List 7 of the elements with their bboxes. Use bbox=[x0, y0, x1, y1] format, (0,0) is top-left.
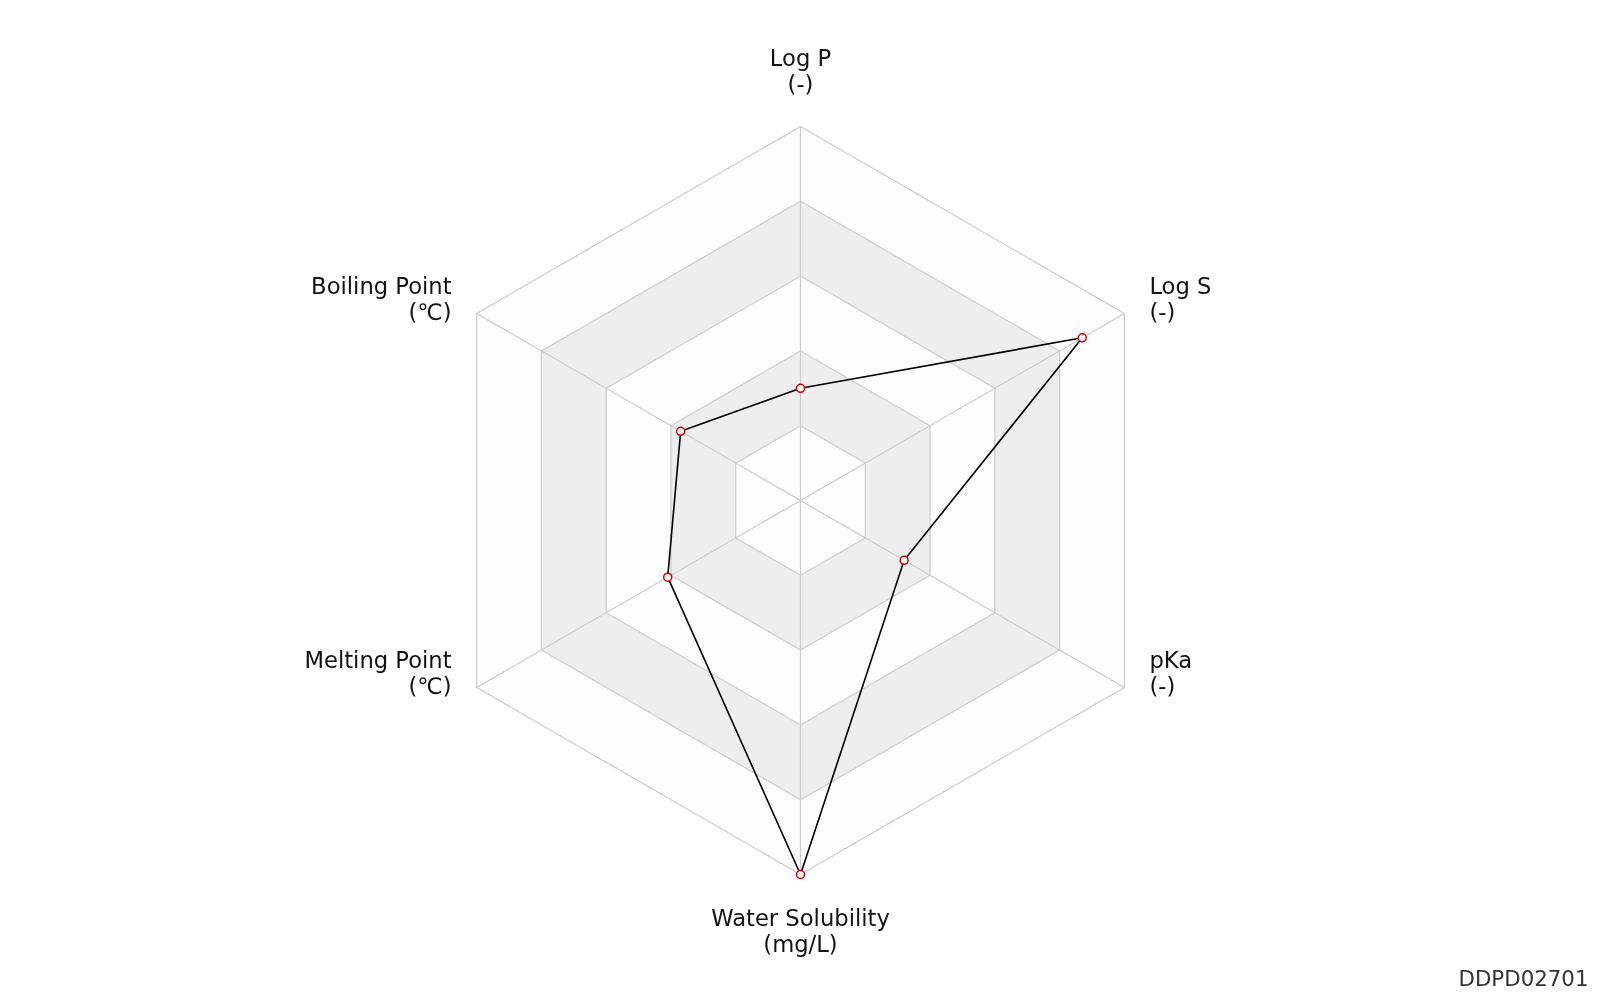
spoke-label: Log S (-) bbox=[1149, 272, 1212, 325]
spoke-label: Melting Point (℃) bbox=[304, 646, 452, 699]
spoke-label: pKa (-) bbox=[1149, 646, 1193, 699]
spoke-label: Boiling Point (℃) bbox=[311, 272, 452, 325]
text: DDPD02701 bbox=[1458, 965, 1589, 991]
spoke-label: Water Solubility (mg/L) bbox=[711, 904, 890, 957]
spoke-label: Log P (-) bbox=[769, 44, 832, 97]
